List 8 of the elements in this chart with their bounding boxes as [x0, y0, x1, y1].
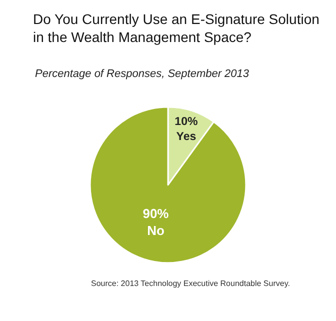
slice-label: No: [147, 222, 164, 238]
data-label: 90%: [142, 206, 170, 222]
data-label: 10%: [174, 116, 198, 128]
pie-slice: [89, 106, 247, 264]
chart-title: Do You Currently Use an E-Signature Solution in the Wealth Management Space?: [33, 11, 320, 46]
source-note: Source: 2013 Technology Executive Roundtable Survey.: [91, 279, 290, 288]
slice-label: Yes: [176, 130, 196, 143]
chart-subtitle: Percentage of Responses, September 2013: [35, 68, 250, 80]
